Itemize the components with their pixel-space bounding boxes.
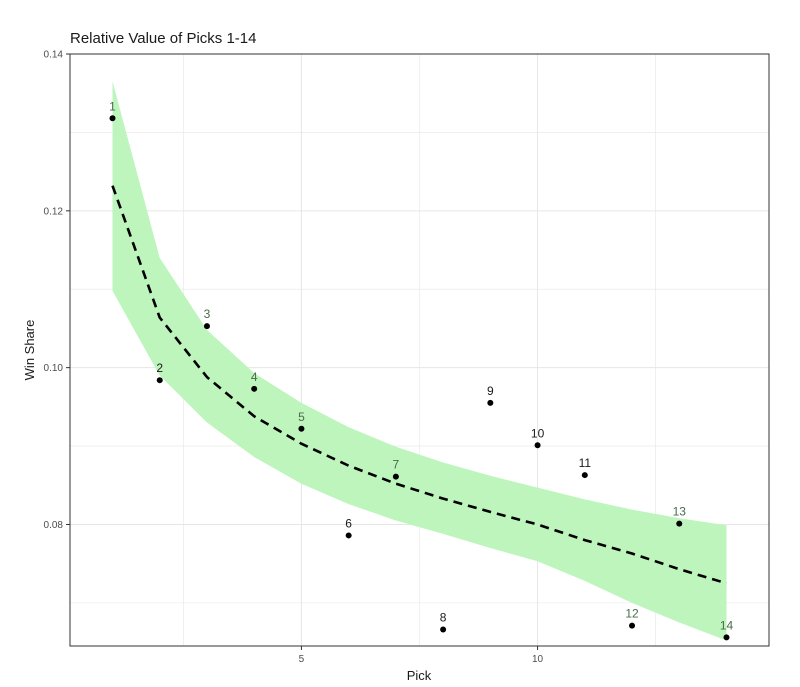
x-axis-title: Pick: [407, 668, 432, 683]
points-layer: [109, 115, 730, 641]
y-tick-label: 0.12: [44, 206, 64, 217]
point-label-pick-4: 4: [251, 370, 258, 384]
point-label-pick-2: 2: [156, 361, 163, 375]
y-tick-label: 0.14: [44, 50, 64, 61]
point-label-pick-13: 13: [673, 505, 687, 519]
point-label-pick-5: 5: [298, 410, 305, 424]
trend-line: [111, 185, 727, 585]
confidence-band: [112, 81, 727, 641]
point-label-pick-1: 1: [109, 99, 116, 113]
data-point-pick-6: [345, 532, 352, 539]
chart-title: Relative Value of Picks 1-14: [70, 30, 256, 47]
x-tick-label: 10: [532, 654, 544, 665]
point-label-pick-6: 6: [345, 516, 352, 530]
data-point-pick-11: [581, 472, 588, 479]
y-ticks: 0.08 0.10 0.12 0.14: [44, 50, 70, 531]
data-point-pick-1: [109, 115, 116, 122]
data-point-pick-10: [534, 442, 541, 449]
confidence-band-layer: [112, 81, 727, 641]
plot-panel-border: [69, 53, 770, 647]
data-point-pick-8: [440, 626, 447, 633]
point-label-pick-9: 9: [487, 384, 494, 398]
data-point-pick-3: [203, 323, 210, 330]
y-tick-label: 0.10: [44, 363, 64, 374]
y-axis-title: Win Share: [22, 320, 37, 381]
data-point-pick-9: [487, 399, 494, 406]
point-label-pick-7: 7: [393, 458, 400, 472]
point-label-pick-14: 14: [720, 618, 734, 632]
point-label-pick-8: 8: [440, 611, 447, 625]
x-ticks: 5 10: [299, 646, 544, 665]
data-point-pick-4: [251, 385, 258, 392]
point-label-pick-11: 11: [579, 456, 592, 470]
data-point-pick-7: [392, 473, 399, 480]
y-tick-label: 0.08: [44, 520, 64, 531]
point-label-pick-10: 10: [531, 426, 545, 440]
data-point-pick-5: [298, 425, 305, 432]
data-point-pick-13: [676, 520, 683, 527]
point-label-pick-12: 12: [625, 607, 639, 621]
data-point-pick-2: [156, 377, 163, 384]
point-label-pick-3: 3: [204, 307, 211, 321]
data-point-pick-12: [629, 622, 636, 629]
x-tick-label: 5: [299, 654, 305, 665]
data-point-pick-14: [723, 634, 730, 641]
trend-line-layer: [111, 185, 727, 585]
